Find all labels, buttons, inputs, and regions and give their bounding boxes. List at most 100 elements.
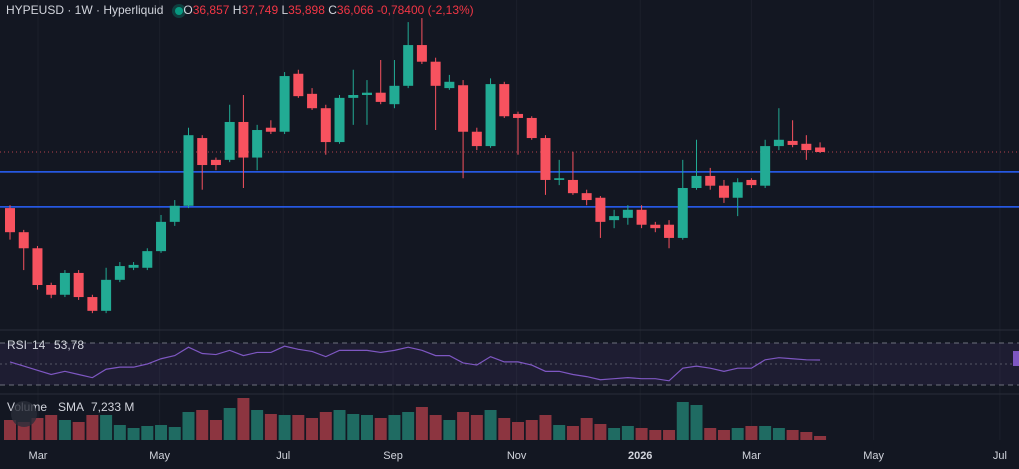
- x-tick-label: Nov: [507, 450, 527, 462]
- candle-body: [403, 45, 414, 86]
- candle-body: [416, 45, 427, 62]
- volume-bar: [566, 426, 579, 440]
- candle-body: [73, 272, 84, 298]
- volume-bar: [292, 415, 305, 440]
- candle-body: [334, 97, 345, 143]
- candle-body: [609, 216, 620, 221]
- volume-bar: [182, 412, 195, 440]
- volume-bar: [676, 402, 689, 440]
- volume-bar: [251, 410, 264, 440]
- candle-body: [142, 251, 153, 268]
- volume-bar: [360, 415, 373, 440]
- volume-bar: [209, 420, 222, 440]
- x-tick-label: Sep: [383, 450, 403, 462]
- candle-body: [361, 92, 372, 95]
- o-label: O: [183, 3, 193, 17]
- volume-bar: [525, 420, 538, 440]
- candle-body: [801, 143, 812, 151]
- candle-body: [554, 178, 565, 180]
- volume-bar: [58, 420, 71, 440]
- candle-body: [815, 147, 826, 153]
- x-tick-label: May: [863, 450, 884, 462]
- change: -0,78400 (-2,13%): [376, 3, 474, 17]
- volume-bar: [470, 415, 483, 440]
- volume-bar: [786, 430, 799, 440]
- candle-body: [691, 175, 702, 188]
- candle-body: [101, 279, 112, 311]
- volume-bar: [498, 418, 511, 440]
- volume-bar: [814, 436, 827, 440]
- rsi-band: [0, 343, 1019, 385]
- candle-body: [595, 197, 606, 222]
- status-dot: [175, 6, 184, 15]
- candle-body: [46, 284, 57, 295]
- h-value: 37,749: [241, 3, 279, 17]
- volume-bar: [374, 418, 387, 440]
- volume-bar: [72, 422, 85, 440]
- volume-bar: [319, 412, 332, 440]
- candle-body: [389, 85, 400, 105]
- candle-body: [787, 140, 798, 145]
- l-value: 35,898: [288, 3, 325, 17]
- volume-bar: [168, 427, 181, 440]
- volume-bar: [512, 422, 525, 440]
- candle-body: [128, 264, 139, 268]
- volume-bar: [4, 420, 16, 440]
- candle-body: [5, 208, 15, 233]
- volume-bar: [704, 428, 717, 440]
- candle-body: [279, 76, 290, 132]
- candle-body: [526, 117, 537, 139]
- candle-body: [636, 209, 647, 225]
- volume-bar: [306, 418, 319, 440]
- candle-body: [320, 108, 331, 143]
- volume-bar: [196, 410, 209, 440]
- candle-body: [581, 193, 592, 201]
- volume-bar: [717, 430, 730, 440]
- h-label: H: [232, 3, 242, 17]
- volume-bar: [45, 415, 58, 440]
- x-tick-label: May: [149, 450, 170, 462]
- volume-bar: [223, 408, 236, 440]
- candle-body: [471, 131, 482, 147]
- volume-bar: [86, 415, 99, 440]
- volume-sma-label: SMA: [58, 400, 84, 414]
- rsi-value: 53,78: [54, 338, 84, 352]
- candle-body: [293, 73, 304, 97]
- candle-body: [499, 84, 510, 117]
- symbol-title: HYPEUSD · 1W · Hyperliquid: [6, 3, 164, 17]
- x-tick-label: Jul: [993, 450, 1007, 462]
- volume-bar: [772, 428, 785, 440]
- candle-body: [375, 92, 386, 102]
- candle-body: [197, 138, 208, 166]
- volume-bar: [594, 424, 607, 440]
- volume-sma-value: 7,233 M: [91, 400, 134, 414]
- volume-bar: [649, 430, 662, 440]
- candle-body: [307, 93, 318, 109]
- rsi-line: [9, 345, 821, 382]
- candle-body: [540, 138, 551, 180]
- volume-bar: [100, 415, 113, 440]
- volume-bar: [457, 412, 470, 440]
- volume-bar: [484, 410, 497, 440]
- candle-body: [732, 182, 743, 198]
- candle-body: [32, 248, 43, 285]
- candle-body: [169, 205, 180, 222]
- volume-bar: [731, 428, 744, 440]
- candle-body: [458, 85, 469, 132]
- volume-bar: [745, 426, 758, 440]
- candle-body: [567, 179, 578, 194]
- candle-body: [224, 121, 235, 160]
- candle-body: [348, 94, 359, 98]
- volume-bar: [333, 410, 346, 440]
- volume-bar: [278, 415, 291, 440]
- volume-bar: [237, 398, 250, 440]
- volume-bar: [402, 412, 415, 440]
- volume-bar: [141, 426, 154, 440]
- c-label: C: [328, 3, 337, 17]
- rsi-label: RSI: [7, 338, 27, 352]
- volume-bar: [580, 418, 593, 440]
- volume-bar: [127, 428, 140, 440]
- candle-body: [705, 175, 716, 186]
